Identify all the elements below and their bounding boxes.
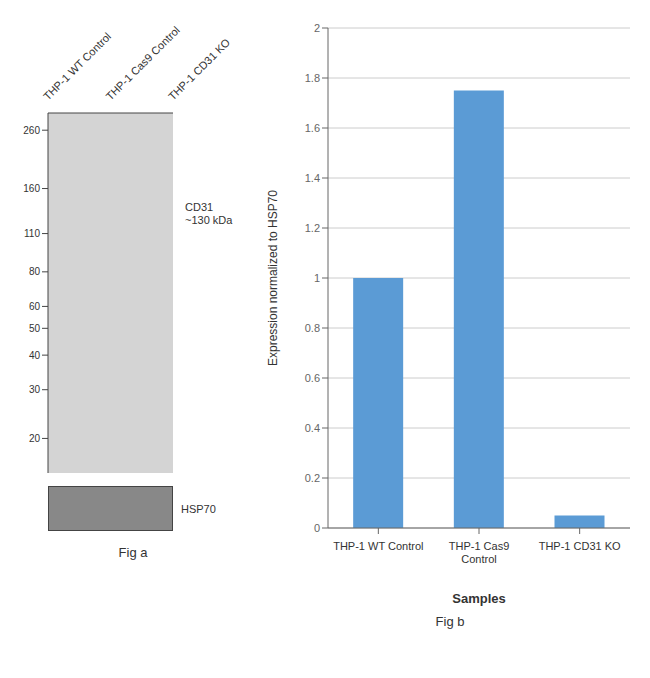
svg-text:THP-1 Cas9 Control: THP-1 Cas9 Control bbox=[103, 23, 182, 103]
svg-text:30: 30 bbox=[29, 384, 41, 395]
html-text:HSP70: HSP70 bbox=[181, 502, 216, 515]
svg-text:0: 0 bbox=[314, 522, 320, 534]
svg-text:1.8: 1.8 bbox=[305, 72, 320, 84]
html-text:Fig b: Fig b bbox=[435, 614, 465, 629]
svg-text:THP-1 WT Control: THP-1 WT Control bbox=[333, 540, 423, 552]
svg-text:1: 1 bbox=[314, 272, 320, 284]
svg-text:THP-1 WT Control: THP-1 WT Control bbox=[41, 30, 113, 102]
svg-text:Samples: Samples bbox=[452, 591, 505, 606]
svg-text:THP-1 Cas9Control: THP-1 Cas9Control bbox=[449, 540, 510, 565]
svg-text:60: 60 bbox=[29, 301, 41, 312]
svg-text:1.6: 1.6 bbox=[305, 122, 320, 134]
svg-text:50: 50 bbox=[29, 323, 41, 334]
svg-text:110: 110 bbox=[24, 228, 40, 239]
svg-text:0.8: 0.8 bbox=[305, 322, 320, 334]
svg-text:0.6: 0.6 bbox=[305, 372, 320, 384]
svg-text:0.2: 0.2 bbox=[305, 472, 320, 484]
svg-text:40: 40 bbox=[29, 350, 41, 361]
html-text:Fig a: Fig a bbox=[118, 545, 148, 560]
svg-text:THP-1 CD31 KO: THP-1 CD31 KO bbox=[166, 36, 233, 103]
svg-text:0.4: 0.4 bbox=[305, 422, 320, 434]
svg-text:THP-1 CD31 KO: THP-1 CD31 KO bbox=[539, 540, 621, 552]
svg-text:160: 160 bbox=[23, 183, 40, 194]
svg-text:2: 2 bbox=[314, 22, 320, 34]
svg-text:1.4: 1.4 bbox=[305, 172, 320, 184]
svg-text:260: 260 bbox=[23, 125, 40, 136]
svg-text:CD31~130 kDa: CD31~130 kDa bbox=[185, 201, 233, 226]
svg-text:20: 20 bbox=[29, 433, 41, 444]
svg-text:1.2: 1.2 bbox=[305, 222, 320, 234]
svg-text:80: 80 bbox=[29, 266, 41, 277]
svg-text:Expression normalized to HSP70: Expression normalized to HSP70 bbox=[266, 190, 280, 366]
